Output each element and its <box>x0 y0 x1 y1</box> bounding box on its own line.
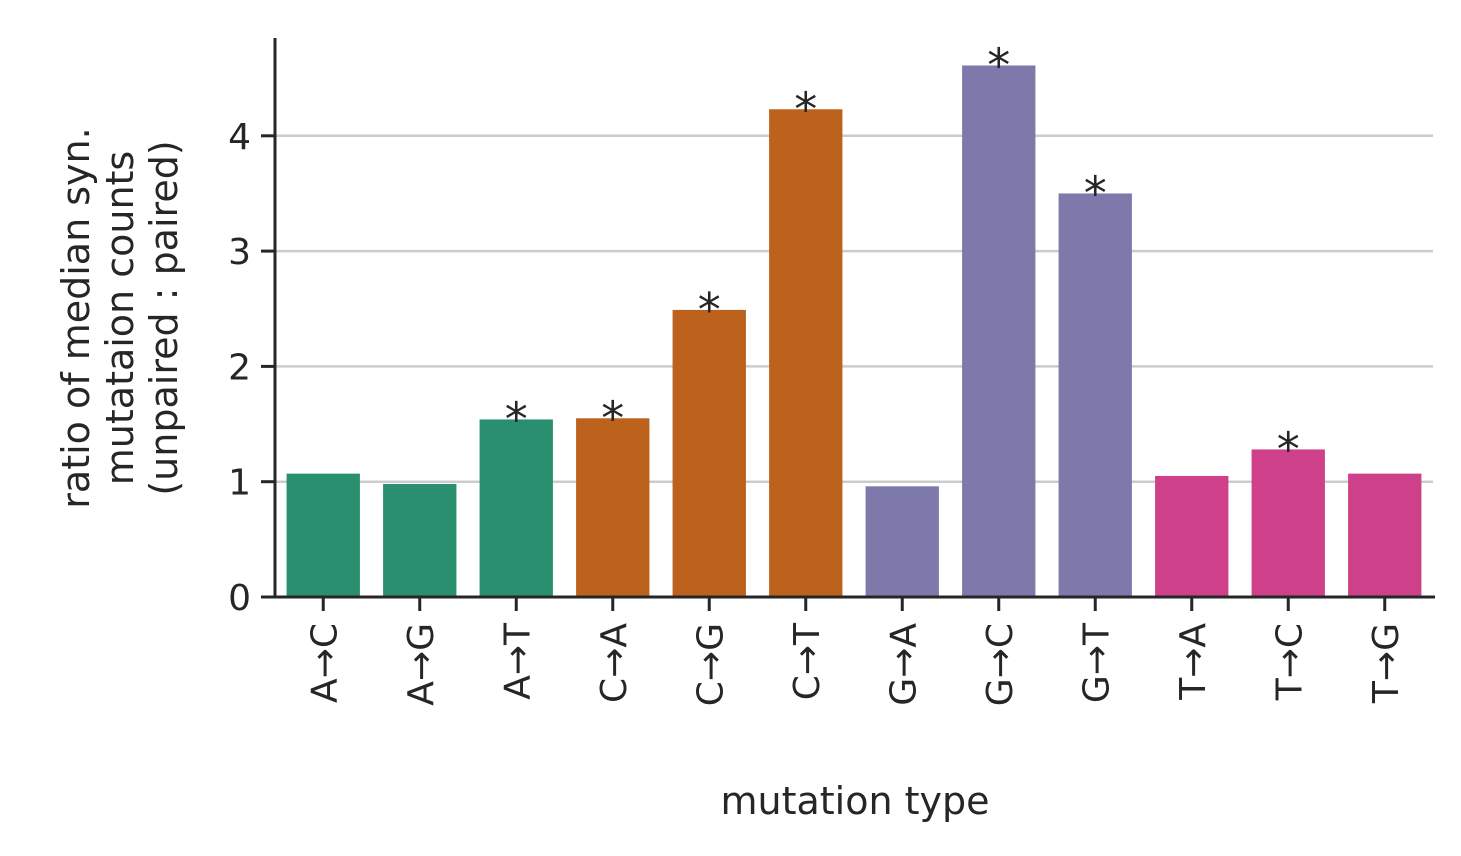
significance-star: * <box>794 82 817 136</box>
x-ticks: A→C A→G A→T C→A C→G C→T G→A G→C G→T T→A T→C T→G <box>304 597 1407 706</box>
significance-star: * <box>505 392 528 446</box>
x-tick-label: T→A <box>1173 623 1214 701</box>
x-tick-label: G→C <box>980 623 1021 706</box>
significance-star: * <box>601 391 624 445</box>
x-tick-label: C→A <box>594 623 635 703</box>
x-tick-label: A→C <box>304 623 345 703</box>
axes <box>273 38 1435 599</box>
y-axis-label: ratio of median syn. mutataion counts (unp… <box>54 127 186 508</box>
x-tick-label: T→G <box>1366 623 1407 704</box>
bars <box>286 65 1422 598</box>
x-tick-label: C→T <box>787 622 828 700</box>
bar <box>1155 475 1229 597</box>
bar <box>286 473 360 597</box>
y-axis-label-line: mutataion counts <box>98 151 142 485</box>
x-tick-label: A→G <box>401 623 442 706</box>
y-ticks: 0 1 2 3 4 <box>228 117 275 619</box>
x-tick-label: C→G <box>690 623 731 706</box>
x-tick-label: A→T <box>497 622 538 700</box>
bar <box>1348 473 1422 597</box>
significance-star: * <box>1084 166 1107 220</box>
significance-star: * <box>698 283 721 337</box>
bar <box>672 309 746 597</box>
bar <box>769 109 843 597</box>
x-tick-label: T→C <box>1269 623 1310 701</box>
bar <box>865 486 939 597</box>
bar <box>1058 193 1132 597</box>
x-tick-label: G→T <box>1076 622 1117 703</box>
significance-markers: * * * * * * * <box>505 38 1300 476</box>
x-axis-label: mutation type <box>720 779 989 823</box>
y-axis-label-line: (unpaired : paired) <box>142 140 186 495</box>
x-tick-label: G→A <box>883 623 924 706</box>
bar <box>962 65 1036 598</box>
significance-star: * <box>987 38 1010 92</box>
y-tick-label: 2 <box>228 347 251 388</box>
bar <box>479 419 553 597</box>
bar <box>576 418 650 597</box>
bar <box>383 484 457 597</box>
y-tick-label: 0 <box>228 578 251 619</box>
y-tick-label: 3 <box>228 232 251 273</box>
y-tick-label: 1 <box>228 463 251 504</box>
gridlines <box>275 134 1433 483</box>
y-axis-label-line: ratio of median syn. <box>54 127 98 508</box>
bar <box>1251 449 1325 597</box>
significance-star: * <box>1277 422 1300 476</box>
y-tick-label: 4 <box>228 117 251 158</box>
